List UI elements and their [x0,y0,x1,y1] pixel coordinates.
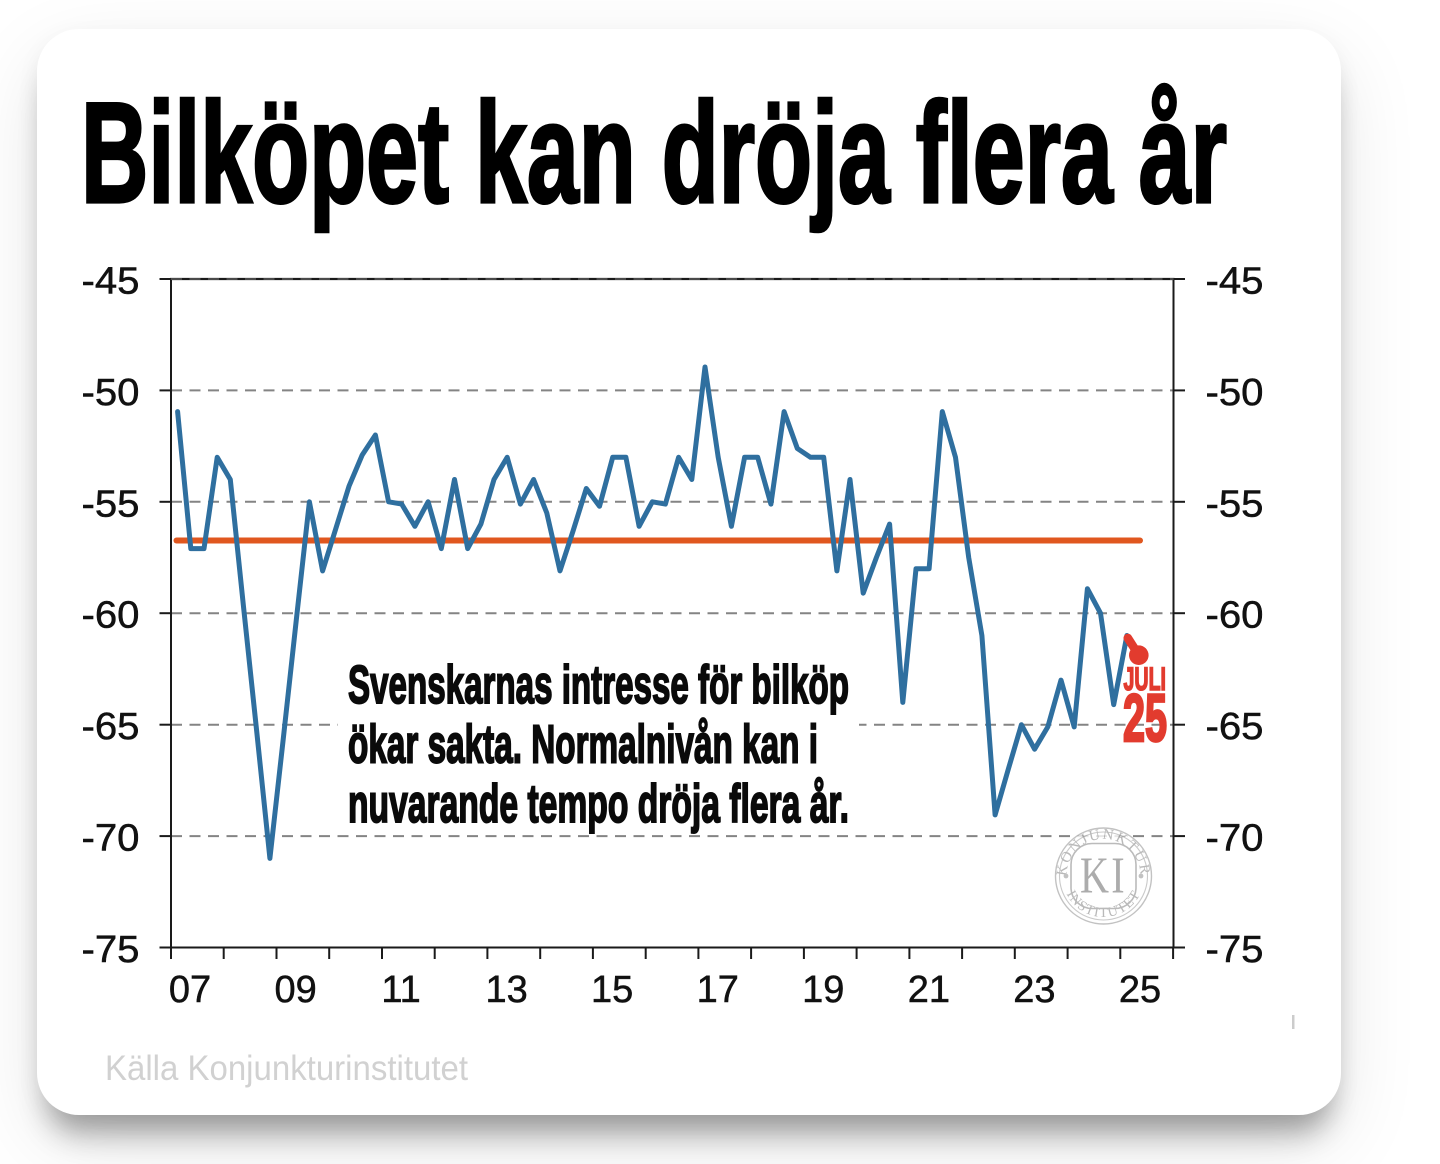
svg-text:-70: -70 [1206,818,1264,860]
svg-text:nuvarande tempo dröja flera år: nuvarande tempo dröja flera år. [348,774,849,834]
svg-text:-75: -75 [1206,929,1264,971]
svg-text:JULI: JULI [1124,661,1167,697]
svg-text:21: 21 [908,969,950,1011]
svg-text:25: 25 [1119,969,1161,1011]
svg-text:-65: -65 [82,706,140,748]
svg-text:KI: KI [1080,848,1127,905]
svg-text:-50: -50 [1206,372,1264,414]
svg-text:-50: -50 [82,372,140,414]
svg-text:19: 19 [802,969,844,1011]
svg-text:09: 09 [274,969,316,1011]
svg-text:25: 25 [1123,681,1167,756]
svg-text:11: 11 [381,969,420,1011]
svg-text:13: 13 [485,969,527,1011]
svg-text:Svenskarnas intresse för bilkö: Svenskarnas intresse för bilköp [348,655,849,715]
svg-text:-60: -60 [1206,595,1264,637]
svg-text:-60: -60 [82,595,140,637]
svg-text:-45: -45 [82,261,140,303]
svg-text:15: 15 [591,969,633,1011]
svg-text:-75: -75 [82,929,140,971]
svg-text:ökar sakta. Normalnivån kan i: ökar sakta. Normalnivån kan i [348,715,818,775]
svg-text:Källa Konjunkturinstitutet: Källa Konjunkturinstitutet [105,1049,468,1088]
svg-text:23: 23 [1013,969,1055,1011]
svg-text:07: 07 [169,969,211,1011]
svg-text:-55: -55 [82,483,140,525]
svg-text:-45: -45 [1206,261,1264,303]
svg-text:-55: -55 [1206,483,1264,525]
svg-text:17: 17 [697,969,739,1011]
svg-text:-65: -65 [1206,706,1264,748]
svg-text:-70: -70 [82,818,140,860]
svg-text:Bilköpet kan dröja flera år: Bilköpet kan dröja flera år [81,74,1227,233]
